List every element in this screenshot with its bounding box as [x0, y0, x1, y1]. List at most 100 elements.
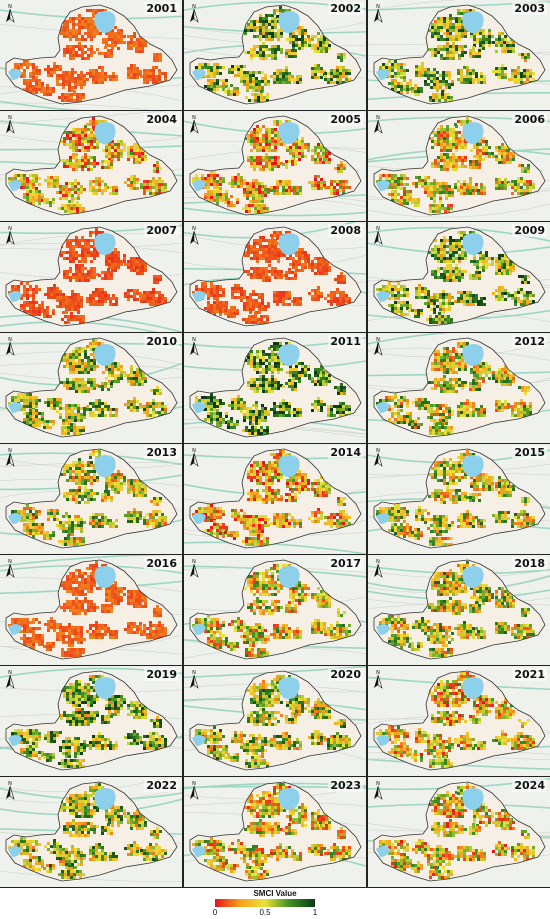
- legend-color-bar: [215, 899, 315, 907]
- map-panel-2001: N 2001: [0, 0, 182, 110]
- map-panel-2011: N 2011: [184, 333, 366, 443]
- panel-year-label: 2018: [512, 557, 547, 570]
- panel-year-label: 2005: [328, 113, 363, 126]
- north-arrow-icon: N: [190, 226, 199, 245]
- panel-year-label: 2015: [512, 446, 547, 459]
- svg-text:N: N: [8, 115, 12, 121]
- legend: SMCI Value 0 0.5 1: [0, 888, 550, 919]
- panel-year-label: 2013: [144, 446, 179, 459]
- smci-map: [184, 336, 366, 438]
- map-panel-2007: N 2007: [0, 222, 182, 332]
- panel-year-label: 2014: [328, 446, 363, 459]
- north-arrow-icon: N: [6, 115, 15, 134]
- panel-year-label: 2021: [512, 668, 547, 681]
- north-arrow-icon: N: [6, 4, 15, 23]
- north-arrow-icon: N: [190, 781, 199, 800]
- smci-map: [184, 559, 366, 660]
- panel-year-label: 2004: [144, 113, 179, 126]
- map-panel-2010: N 2010: [0, 333, 182, 443]
- north-arrow-icon: N: [374, 559, 383, 578]
- map-panel-2014: N 2014: [184, 444, 366, 554]
- panel-year-label: 2012: [512, 335, 547, 348]
- panel-year-label: 2023: [328, 779, 363, 792]
- north-arrow-icon: N: [374, 226, 383, 245]
- legend-tick-2: 1: [312, 908, 318, 917]
- panel-year-label: 2024: [512, 779, 547, 792]
- panel-year-label: 2020: [328, 668, 363, 681]
- legend-tick-0: 0: [212, 908, 218, 917]
- smci-map: [184, 222, 366, 327]
- smci-map: [0, 337, 182, 438]
- north-arrow-icon: N: [6, 670, 15, 689]
- smci-map: [0, 448, 182, 549]
- north-arrow-icon: N: [374, 781, 383, 800]
- panel-year-label: 2002: [328, 2, 363, 15]
- smci-map: [368, 670, 550, 771]
- north-arrow-icon: N: [190, 4, 199, 23]
- smci-map: [0, 777, 182, 883]
- map-panel-2009: N 2009: [368, 222, 550, 332]
- smci-map: [368, 333, 550, 438]
- smci-map: [368, 226, 550, 327]
- svg-text:N: N: [8, 4, 12, 10]
- panel-year-label: 2006: [512, 113, 547, 126]
- smci-map: [184, 115, 366, 217]
- smci-map: [368, 0, 550, 105]
- smci-map: [368, 778, 550, 882]
- map-panel-2017: N 2017: [184, 555, 366, 665]
- svg-text:N: N: [192, 115, 196, 121]
- map-panel-grid: N 2001 N 2002 N 2003 N 2004 N 2005 N 2006 N 2007 N 2008…: [0, 0, 550, 888]
- legend-title: SMCI Value: [253, 889, 297, 898]
- north-arrow-icon: N: [374, 448, 383, 467]
- map-panel-2015: N 2015: [368, 444, 550, 554]
- north-arrow-icon: N: [6, 226, 15, 245]
- panel-year-label: 2009: [512, 224, 547, 237]
- north-arrow-icon: N: [190, 670, 199, 689]
- map-panel-2024: N 2024: [368, 777, 550, 887]
- smci-map: [184, 1, 366, 105]
- north-arrow-icon: N: [190, 337, 199, 356]
- map-panel-2005: N 2005: [184, 111, 366, 221]
- north-arrow-icon: N: [190, 559, 199, 578]
- smci-map: [0, 4, 182, 110]
- north-arrow-icon: N: [374, 337, 383, 356]
- map-panel-2004: N 2004: [0, 111, 182, 221]
- north-arrow-icon: N: [190, 448, 199, 467]
- map-panel-2021: N 2021: [368, 666, 550, 776]
- smci-map: [368, 559, 550, 660]
- map-panel-2008: N 2008: [184, 222, 366, 332]
- panel-year-label: 2011: [328, 335, 363, 348]
- smci-map: [0, 667, 182, 771]
- svg-text:N: N: [8, 226, 12, 232]
- map-panel-2020: N 2020: [184, 666, 366, 776]
- svg-text:N: N: [192, 226, 196, 232]
- panel-year-label: 2010: [144, 335, 179, 348]
- smci-map: [368, 115, 550, 218]
- map-panel-2022: N 2022: [0, 777, 182, 887]
- map-panel-2006: N 2006: [368, 111, 550, 221]
- panel-year-label: 2022: [144, 779, 179, 792]
- svg-text:N: N: [376, 4, 380, 10]
- map-panel-2002: N 2002: [184, 0, 366, 110]
- map-panel-2018: N 2018: [368, 555, 550, 665]
- legend-tick-1: 0.5: [259, 908, 271, 917]
- panel-year-label: 2017: [328, 557, 363, 570]
- north-arrow-icon: N: [374, 670, 383, 689]
- smci-map: [368, 448, 550, 549]
- north-arrow-icon: N: [374, 115, 383, 134]
- map-panel-2012: N 2012: [368, 333, 550, 443]
- panel-year-label: 2016: [144, 557, 179, 570]
- panel-year-label: 2001: [144, 2, 179, 15]
- map-panel-2019: N 2019: [0, 666, 182, 776]
- north-arrow-icon: N: [6, 559, 15, 578]
- smci-map: [184, 781, 366, 882]
- map-panel-2013: N 2013: [0, 444, 182, 554]
- svg-text:N: N: [192, 4, 196, 10]
- north-arrow-icon: N: [6, 337, 15, 356]
- smci-map: [184, 448, 366, 554]
- panel-year-label: 2008: [328, 224, 363, 237]
- panel-year-label: 2003: [512, 2, 547, 15]
- smci-map: [184, 666, 366, 771]
- smci-map: [0, 555, 182, 660]
- smci-map: [0, 224, 182, 332]
